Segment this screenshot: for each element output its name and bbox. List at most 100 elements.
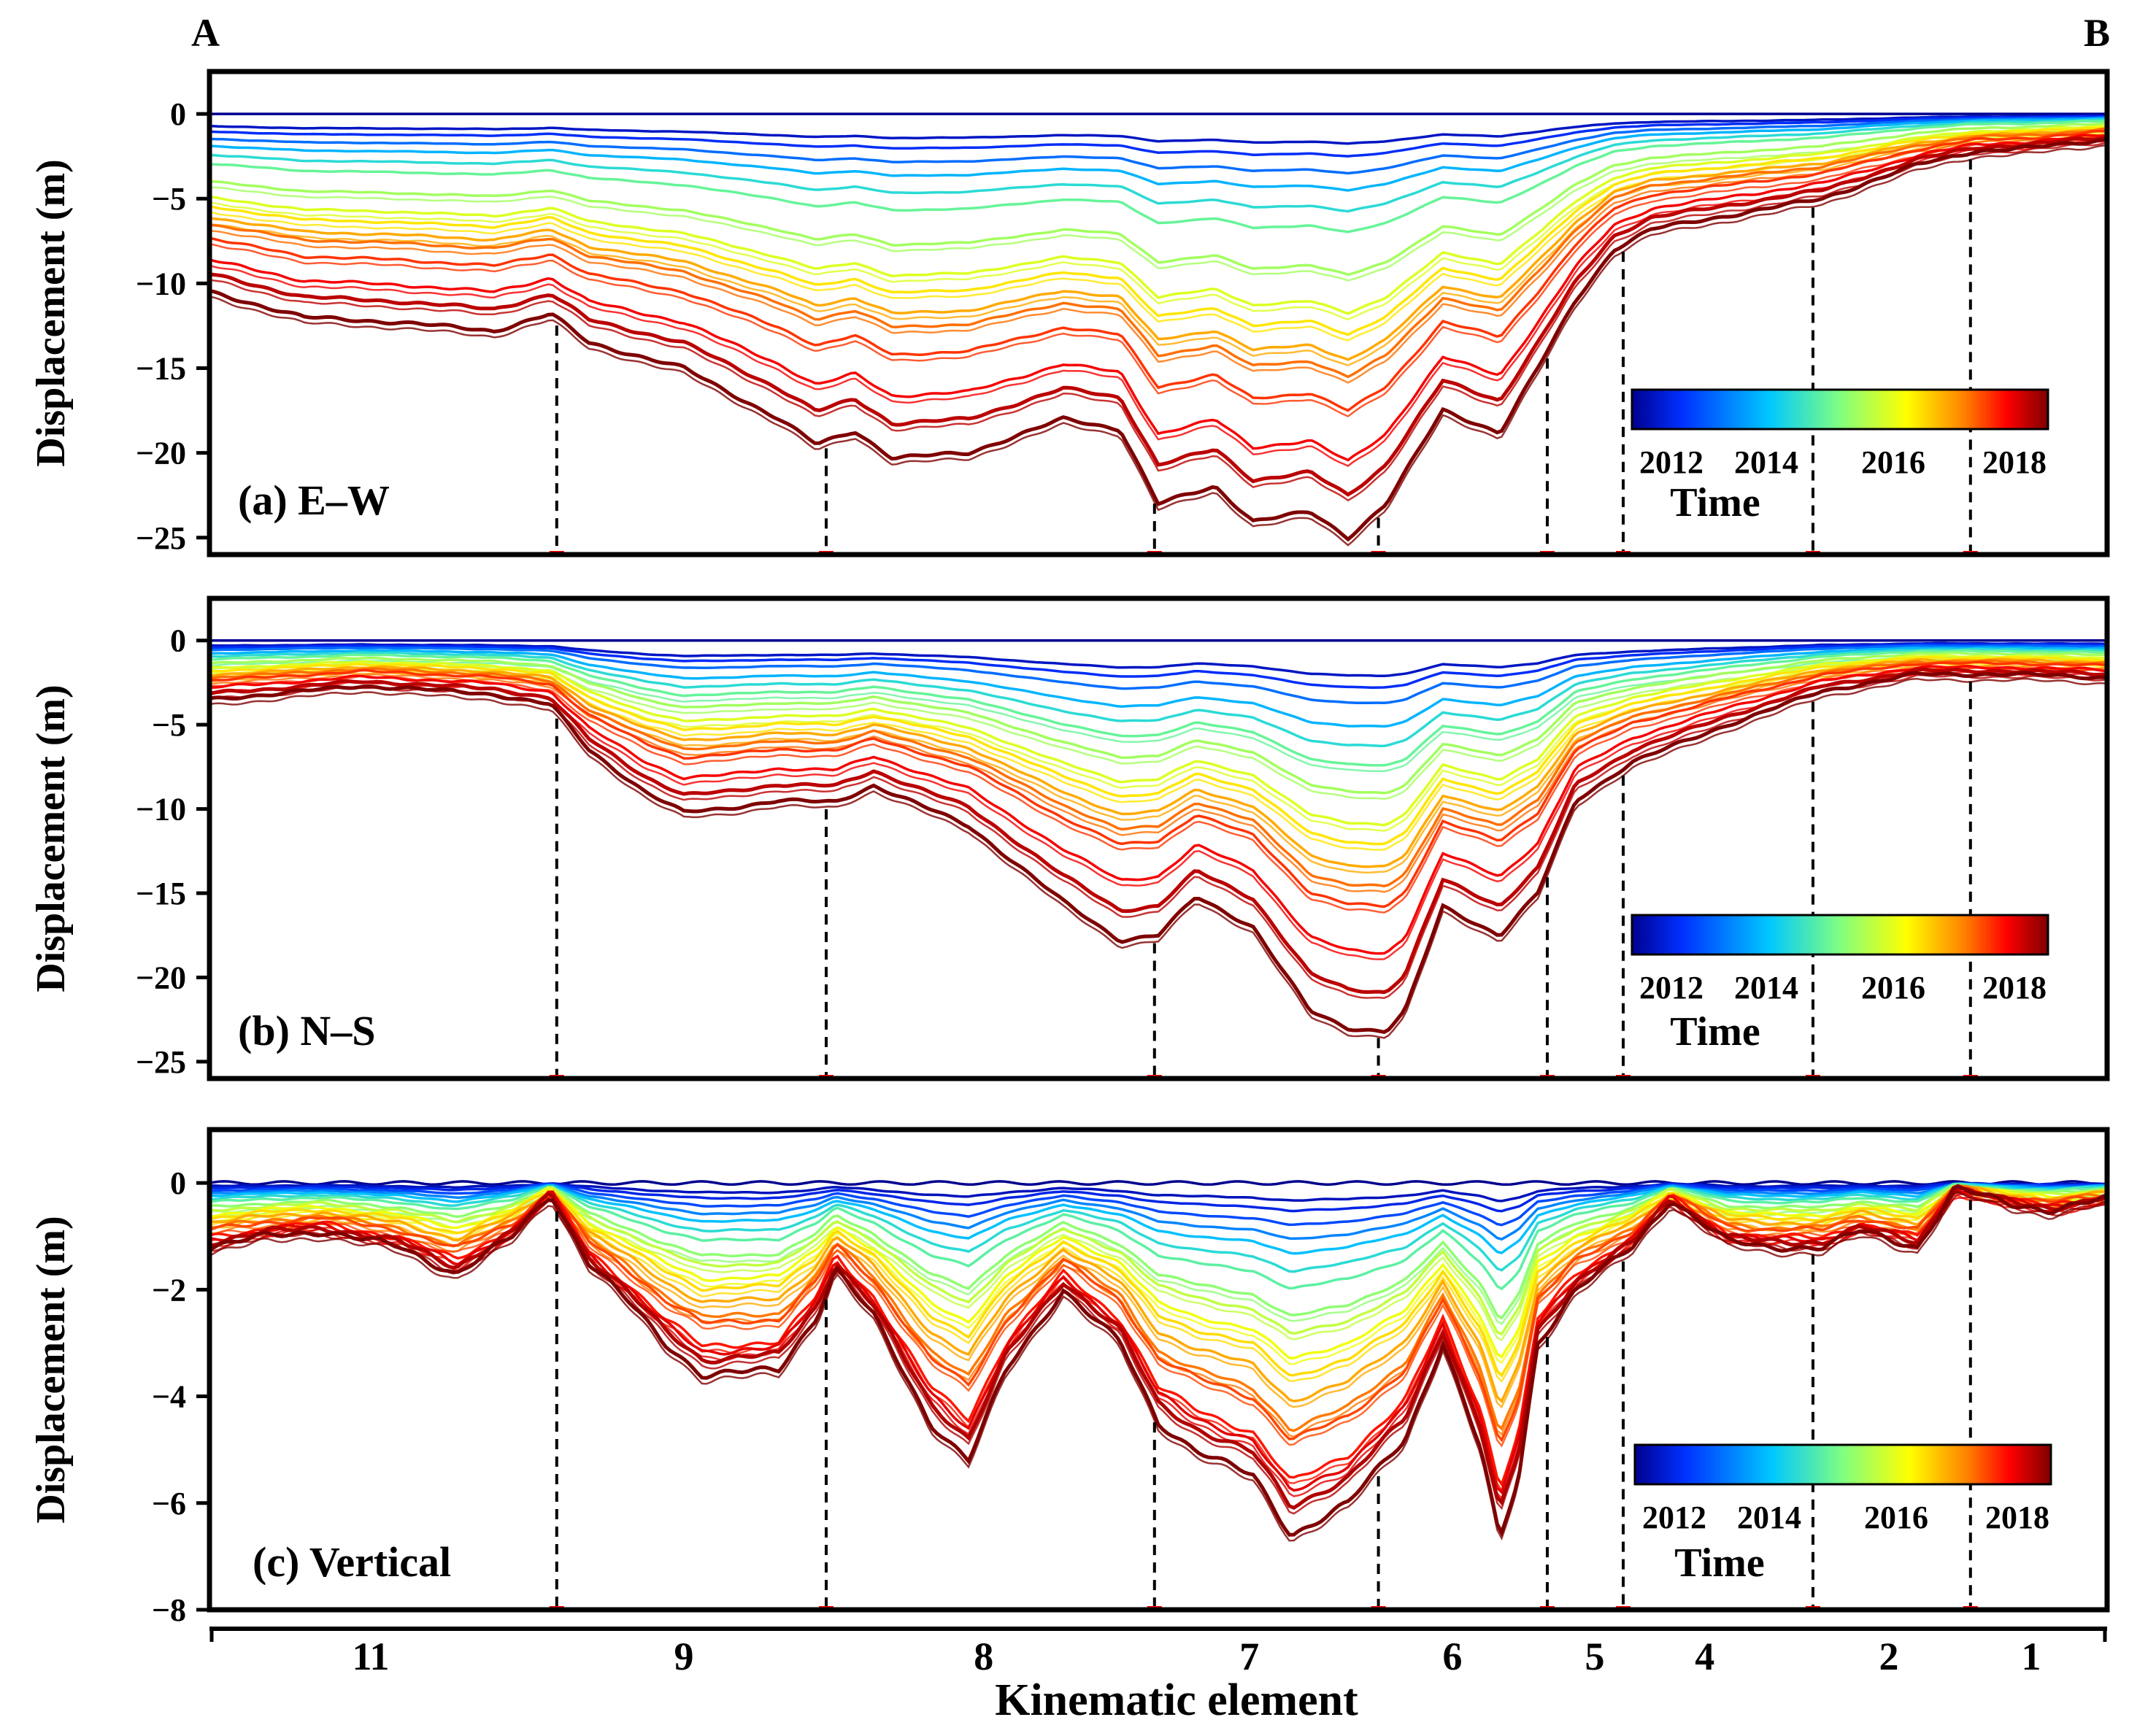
series-line-ew-1 xyxy=(209,114,2108,145)
series-line-ns-10 xyxy=(209,657,2108,868)
series-line-vertical-14 xyxy=(209,1184,2108,1443)
y-tick-label-ew-2: −10 xyxy=(136,266,186,301)
series-line-ns-15 xyxy=(209,671,2108,1035)
y-tick-label-ns-4: −20 xyxy=(136,960,186,995)
series-line-ns-7 xyxy=(209,651,2108,795)
y-axis-label-ns: Displacement (m) xyxy=(28,684,74,992)
y-tick-label-ns-5: −25 xyxy=(136,1044,186,1080)
series-line-shadow-ew-15 xyxy=(209,144,2108,547)
element-label-8: 8 xyxy=(974,1635,993,1678)
element-label-7: 7 xyxy=(1239,1635,1259,1678)
panel-label-ns: (b) N–S xyxy=(238,1007,376,1054)
series-line-shadow-ns-12 xyxy=(209,667,2108,914)
series-line-ew-6 xyxy=(209,119,2108,234)
panel-vertical: 0−2−4−6−8 Displacement (m) (c) Vertical … xyxy=(28,1127,2110,1628)
colorbar-ns: 2012 2014 2016 2018 Time xyxy=(1631,914,2049,1054)
y-tick-label-vertical-0: 0 xyxy=(170,1165,186,1201)
y-tick-label-ew-5: −25 xyxy=(136,520,186,556)
series-line-vertical-8 xyxy=(209,1184,2108,1320)
series-line-vertical-5 xyxy=(209,1183,2108,1255)
series-line-ew-12 xyxy=(209,129,2108,412)
series-line-shadow-ew-10 xyxy=(209,133,2108,367)
series-line-ew-8 xyxy=(209,125,2108,315)
series-line-shadow-vertical-18 xyxy=(209,1191,2108,1542)
series-line-vertical-0 xyxy=(209,1180,2108,1187)
series-line-ew-14 xyxy=(209,135,2108,497)
series-line-vertical-12 xyxy=(209,1185,2108,1404)
series-line-ns-1 xyxy=(209,641,2108,678)
element-labels: 11 9 8 7 6 5 4 2 1 xyxy=(352,1635,2041,1678)
series-line-vertical-1 xyxy=(209,1181,2108,1203)
series-line-shadow-ns-15 xyxy=(209,677,2108,1039)
series-line-ns-13 xyxy=(209,665,2108,955)
y-tick-label-vertical-4: −8 xyxy=(152,1592,186,1628)
colorbar-tick-2016-ns: 2016 xyxy=(1861,970,1925,1006)
colorbar-title-ns: Time xyxy=(1670,1009,1760,1054)
y-tick-label-ew-1: −5 xyxy=(152,181,186,217)
plot-frame-vertical xyxy=(207,1127,2110,1613)
colorbar-title-vertical: Time xyxy=(1674,1540,1764,1586)
colorbar-tick-2014-ew: 2014 xyxy=(1734,444,1798,480)
colorbar-tick-2018-vertical: 2018 xyxy=(1985,1500,2049,1535)
series-line-ew-2 xyxy=(209,115,2108,158)
series-line-ns-8 xyxy=(209,654,2108,827)
element-label-11: 11 xyxy=(352,1635,389,1678)
series-lines-ns xyxy=(209,639,2108,1039)
y-tick-label-ew-3: −15 xyxy=(136,350,186,386)
series-line-ns-2 xyxy=(209,643,2107,689)
y-tick-label-vertical-1: −2 xyxy=(152,1272,186,1308)
series-line-ew-3 xyxy=(209,116,2108,175)
y-tick-label-ns-2: −10 xyxy=(136,792,186,828)
panel-ns: 0 −5 −10 −15 −20 −25 Displacement (m) (b) N–S… xyxy=(28,595,2110,1081)
colorbar-tick-2016-vertical: 2016 xyxy=(1864,1500,1928,1535)
series-line-ns-3 xyxy=(209,644,2108,705)
y-axis-ns: 0 −5 −10 −15 −20 −25 xyxy=(136,623,209,1080)
y-axis-label-vertical: Displacement (m) xyxy=(28,1216,74,1523)
element-label-4: 4 xyxy=(1695,1635,1714,1678)
y-tick-label-ns-0: 0 xyxy=(170,623,186,659)
plot-frame-ns xyxy=(207,595,2110,1081)
y-axis-vertical: 0 −2 −4 −6 −8 xyxy=(152,1165,209,1628)
series-line-ns-5 xyxy=(209,647,2108,747)
y-tick-label-ew-4: −20 xyxy=(136,436,186,471)
colorbar-tick-2014-vertical: 2014 xyxy=(1737,1500,1801,1535)
element-label-2: 2 xyxy=(1879,1635,1899,1678)
colorbar-tick-2012-vertical: 2012 xyxy=(1642,1500,1706,1535)
y-tick-label-vertical-2: −4 xyxy=(152,1379,186,1415)
series-line-shadow-ew-7 xyxy=(209,128,2108,282)
series-line-ew-4 xyxy=(209,117,2108,192)
series-line-ns-12 xyxy=(209,660,2108,908)
series-line-vertical-6 xyxy=(209,1182,2108,1273)
colorbar-gradient-vertical xyxy=(1633,1443,2052,1486)
series-line-ew-15 xyxy=(209,137,2108,542)
y-tick-label-ew-0: 0 xyxy=(170,96,186,132)
series-line-shadow-ns-11 xyxy=(209,665,2108,893)
series-line-ew-10 xyxy=(209,127,2108,361)
series-line-ns-4 xyxy=(209,646,2108,728)
series-line-ns-11 xyxy=(209,659,2108,888)
colorbar-tick-2014-ns: 2014 xyxy=(1734,970,1798,1006)
y-axis-label-ew: Displacement (m) xyxy=(28,159,74,466)
series-lines-vertical xyxy=(208,1180,2109,1542)
corner-label-b: B xyxy=(2084,11,2110,55)
colorbar-title-ew: Time xyxy=(1670,480,1760,525)
corner-label-a: A xyxy=(191,11,220,55)
series-line-ns-9 xyxy=(209,655,2108,846)
element-label-9: 9 xyxy=(674,1635,694,1678)
y-tick-label-ns-1: −5 xyxy=(152,707,186,743)
series-line-shadow-ns-6 xyxy=(209,655,2108,772)
panel-label-vertical: (c) Vertical xyxy=(253,1538,451,1586)
series-line-vertical-15 xyxy=(209,1188,2108,1487)
x-axis-label: Kinematic element xyxy=(995,1675,1358,1725)
series-line-vertical-18 xyxy=(208,1184,2108,1538)
series-line-ew-13 xyxy=(209,134,2108,462)
colorbar-gradient-ew xyxy=(1631,388,2049,431)
element-label-5: 5 xyxy=(1585,1635,1605,1678)
element-label-6: 6 xyxy=(1443,1635,1463,1678)
series-line-ns-14 xyxy=(209,667,2108,995)
series-line-ew-9 xyxy=(209,126,2108,336)
y-tick-label-ns-3: −15 xyxy=(136,876,186,911)
panel-ew: 0 −5 −10 −15 −20 −25 Displacement (m) (a) E–W… xyxy=(28,69,2110,558)
series-line-ns-6 xyxy=(209,649,2108,767)
